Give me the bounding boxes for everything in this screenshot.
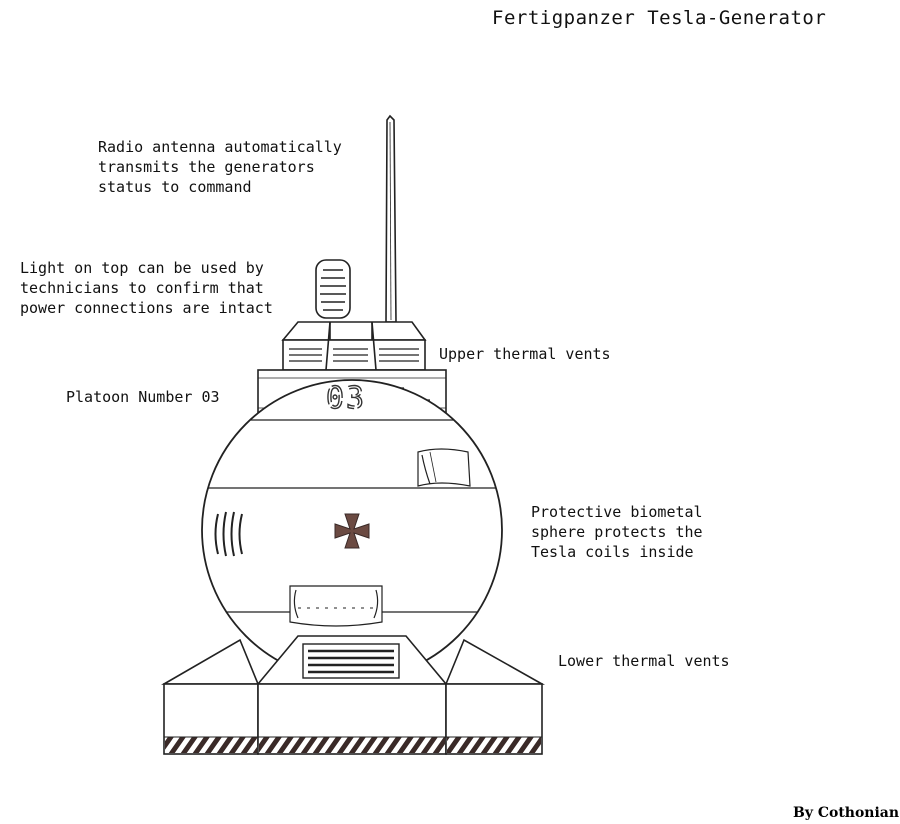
top-light — [315, 259, 351, 319]
annotation-line: sphere protects the — [531, 523, 703, 541]
lower-thermal-vents — [302, 643, 400, 679]
annotation-line: Light on top can be used by — [20, 259, 264, 277]
upper-thermal-vents — [281, 321, 427, 371]
annotation-line: Radio antenna automatically — [98, 138, 342, 156]
iron-cross-emblem — [334, 513, 370, 549]
annotation-line: Protective biometal — [531, 503, 703, 521]
annotation-line: Tesla coils inside — [531, 543, 694, 561]
annotation-line: status to command — [98, 178, 252, 196]
annotation-upper-vents: Upper thermal vents — [439, 345, 611, 363]
annotation-line: technicians to confirm that — [20, 279, 264, 297]
annotation-line: transmits the generators — [98, 158, 315, 176]
annotation-lower-vents: Lower thermal vents — [558, 652, 730, 670]
biometal-sphere — [201, 379, 503, 681]
radio-antenna — [385, 114, 397, 323]
annotation-line: power connections are intact — [20, 299, 273, 317]
annotation-platoon: Platoon Number 03 — [66, 388, 220, 406]
page-title: Fertigpanzer Tesla-Generator — [492, 7, 827, 29]
platoon-number-stencil: 03 — [326, 381, 366, 416]
author-credit: By Cothonian — [793, 805, 900, 821]
